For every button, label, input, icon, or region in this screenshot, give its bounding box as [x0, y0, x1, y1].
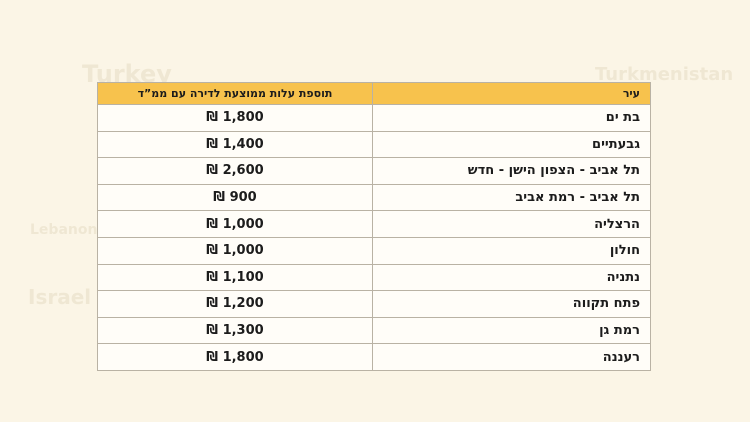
table-row: גבעתיים 1,400 ₪ [97, 130, 651, 159]
cost-cell: 1,800 ₪ [97, 104, 373, 132]
city-cell: נתניה [372, 263, 651, 292]
cost-cell: 1,200 ₪ [97, 290, 373, 318]
cost-cell: 1,300 ₪ [97, 316, 373, 345]
map-label: Lebanon [30, 222, 98, 238]
table-row: הרצליה 1,000 ₪ [97, 210, 651, 238]
cost-cell: 2,600 ₪ [97, 157, 373, 185]
cost-table: עיר תוספת עלות ממוצעת לדירה עם ממ”ד בת י… [97, 82, 651, 371]
header-row: עיר תוספת עלות ממוצעת לדירה עם ממ”ד [97, 82, 651, 105]
city-cell: הרצליה [372, 210, 651, 238]
city-cell: בת ים [372, 104, 651, 132]
cost-cell: 1,400 ₪ [97, 130, 373, 159]
header-cell: תוספת עלות ממוצעת לדירה עם ממ”ד [97, 82, 373, 105]
city-cell: פתח תקווה [372, 290, 651, 318]
city-cell: תל אביב - רמת אביב [372, 183, 651, 212]
table-row: חולון 1,000 ₪ [97, 236, 651, 265]
cost-cell: 1,800 ₪ [97, 343, 373, 371]
map-label: Turkmenistan [595, 64, 734, 85]
cost-cell: 1,000 ₪ [97, 236, 373, 265]
city-cell: רעננה [372, 343, 651, 371]
table-row: רעננה 1,800 ₪ [97, 343, 651, 371]
city-cell: תל אביב - הצפון הישן - חדש [372, 157, 651, 185]
table-row: פתח תקווה 1,200 ₪ [97, 290, 651, 318]
table-row: נתניה 1,100 ₪ [97, 263, 651, 292]
cost-cell: 900 ₪ [97, 183, 373, 212]
city-cell: גבעתיים [372, 130, 651, 159]
city-cell: רמת גן [372, 316, 651, 345]
table-row: רמת גן 1,300 ₪ [97, 316, 651, 345]
map-label: Israel [28, 285, 92, 309]
cost-cell: 1,000 ₪ [97, 210, 373, 238]
city-cell: חולון [372, 236, 651, 265]
table-row: תל אביב - רמת אביב 900 ₪ [97, 183, 651, 212]
cost-cell: 1,100 ₪ [97, 263, 373, 292]
table-row: תל אביב - הצפון הישן - חדש 2,600 ₪ [97, 157, 651, 185]
header-cell: עיר [372, 82, 651, 105]
table-row: בת ים 1,800 ₪ [97, 104, 651, 132]
table-body: בת ים 1,800 ₪ גבעתיים 1,400 ₪ תל אביב - הצפו… [97, 104, 651, 371]
